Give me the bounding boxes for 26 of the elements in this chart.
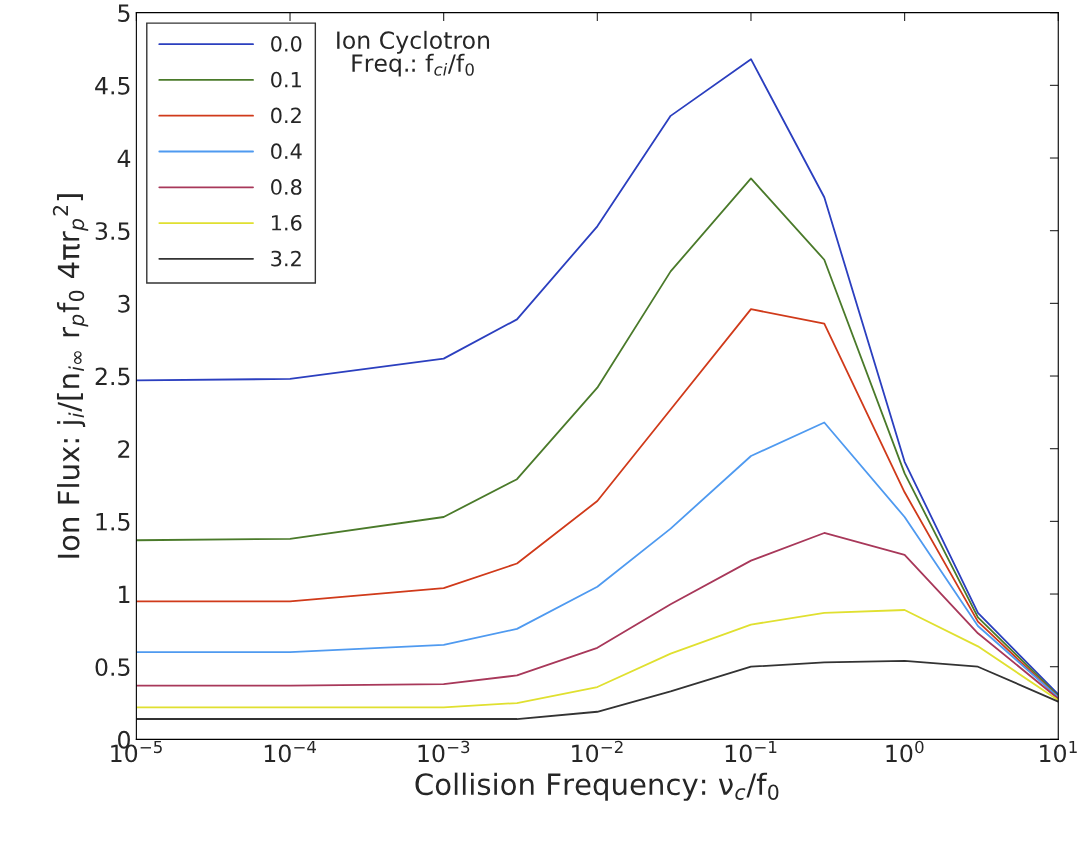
legend-label: 0.8: [271, 179, 302, 195]
x-tick-label: 10$^{−3}$: [418, 740, 470, 763]
legend-label: 0.0: [271, 35, 302, 52]
x-tick-label: 10$^{0}$: [886, 740, 924, 763]
y-tick-label: 5: [118, 4, 130, 22]
y-tick-label: 0.5: [95, 658, 130, 677]
legend-label: 3.2: [271, 250, 301, 267]
text: Ion Flux: j$_{i}$/[n$_{i∞}$ r$_{p}$f$_{0}$ 4πr$_{p}$$^{2}$]: [52, 194, 89, 558]
y-tick-label: 2.5: [95, 367, 130, 386]
y-tick-label: 3.5: [95, 222, 130, 240]
y-tick-label: 4.5: [95, 77, 130, 95]
x-tick-label: 10$^{1}$: [1040, 740, 1077, 763]
x-tick-label: 10$^{−4}$: [264, 740, 316, 763]
y-tick-label: 4: [117, 149, 131, 167]
x-tick-label: 10$^{−2}$: [572, 740, 623, 763]
legend-label: 1.6: [272, 214, 302, 231]
y-tick-label: 2: [118, 440, 130, 458]
legend-label: 0.1: [271, 71, 301, 88]
y-tick-label: 1.5: [96, 513, 130, 531]
y-tick-label: 1: [119, 585, 130, 604]
x-tick-label: 10$^{−1}$: [725, 740, 777, 763]
legend-title: Ion Cyclotron Freq.: f$_{ci}$/f$_{0}$: [337, 30, 490, 77]
y-tick-label: 3: [118, 294, 130, 313]
legend-label: 0.2: [271, 107, 301, 124]
legend-label: 0.4: [271, 143, 302, 160]
x-axis-title: Collision Frequency: ν$_{c}$/f$_{0}$: [415, 772, 779, 801]
